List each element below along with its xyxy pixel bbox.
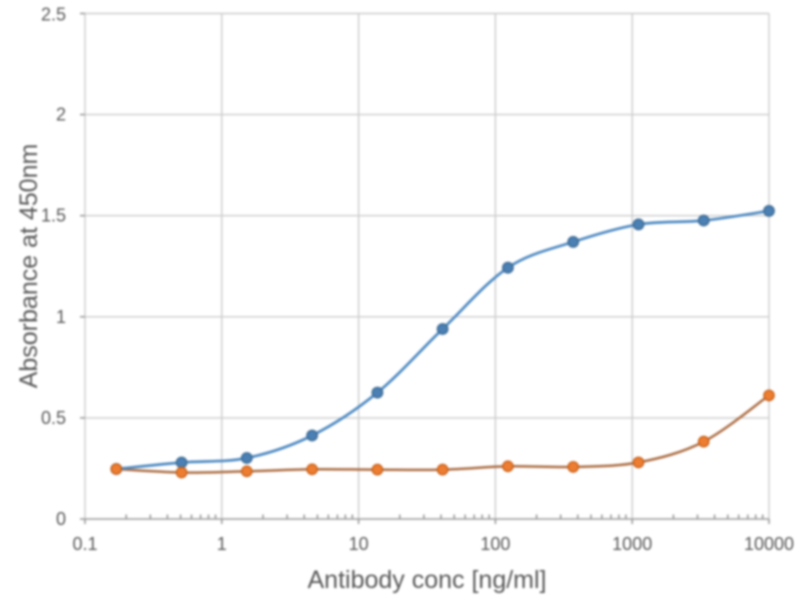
svg-text:1.5: 1.5	[41, 206, 66, 226]
svg-text:100: 100	[480, 534, 510, 554]
svg-text:10: 10	[349, 534, 369, 554]
svg-text:2: 2	[56, 105, 66, 125]
svg-text:2.5: 2.5	[41, 5, 66, 25]
svg-text:10000: 10000	[744, 534, 794, 554]
svg-text:1: 1	[217, 534, 227, 554]
svg-text:0: 0	[56, 509, 66, 529]
svg-text:Antibody conc [ng/ml]: Antibody conc [ng/ml]	[307, 566, 546, 594]
svg-text:0.5: 0.5	[41, 408, 66, 428]
svg-text:1: 1	[56, 307, 66, 327]
svg-text:Absorbance at 450nm: Absorbance at 450nm	[15, 144, 43, 389]
svg-text:0.1: 0.1	[72, 534, 97, 554]
svg-text:1000: 1000	[612, 534, 652, 554]
